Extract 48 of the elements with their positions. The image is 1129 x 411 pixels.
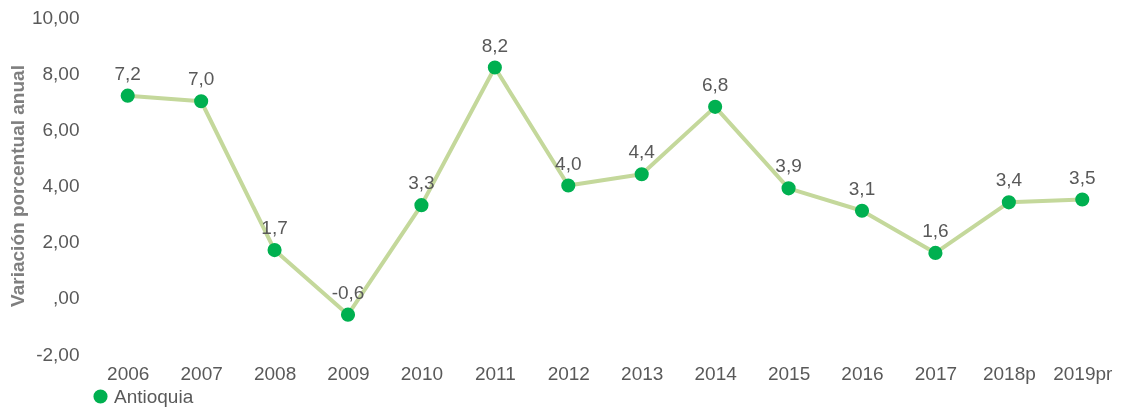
x-tick-label: 2011 xyxy=(474,362,516,384)
data-label: 3,5 xyxy=(1069,166,1096,188)
x-tick-label: 2015 xyxy=(767,362,811,384)
y-tick-label: 4,00 xyxy=(42,175,80,196)
x-tick-label: 2017 xyxy=(914,362,958,384)
x-tick-label: 2008 xyxy=(253,362,297,384)
data-label: 3,4 xyxy=(995,169,1023,191)
data-label: 8,2 xyxy=(481,34,509,56)
x-tick-label: 2009 xyxy=(327,362,370,384)
point xyxy=(487,60,502,75)
y-axis-title: Variación porcentual anual xyxy=(6,65,28,307)
point xyxy=(267,243,282,258)
x-tick-label: 2012 xyxy=(547,362,590,384)
data-label: 4,0 xyxy=(555,152,582,174)
data-label: 3,9 xyxy=(775,155,802,177)
data-label: 7,0 xyxy=(187,68,215,90)
x-tick-label: 2013 xyxy=(621,362,664,384)
data-label: 1,6 xyxy=(922,219,949,241)
data-label: 3,1 xyxy=(848,177,876,199)
x-tick-label: 2016 xyxy=(841,362,884,384)
data-label: 6,8 xyxy=(701,73,729,95)
point xyxy=(194,94,209,109)
x-tick-label: 2018p xyxy=(982,362,1036,384)
data-label: 4,4 xyxy=(628,141,656,163)
y-tick-label: 8,00 xyxy=(42,62,80,84)
point xyxy=(1075,192,1090,207)
y-tick-label: 6,00 xyxy=(42,118,80,140)
x-tick-label: 2006 xyxy=(107,362,150,384)
y-tick-label: 2,00 xyxy=(42,231,80,253)
x-tick-label: 2007 xyxy=(180,362,223,384)
point xyxy=(708,99,723,114)
y-tick-label: -2,00 xyxy=(36,343,80,365)
y-tick-label: 10,00 xyxy=(31,6,80,28)
point xyxy=(854,203,870,218)
legend-label: Antioquia xyxy=(114,385,194,407)
point xyxy=(414,198,429,213)
y-tick-label: ,00 xyxy=(53,287,80,309)
point xyxy=(928,245,943,260)
point xyxy=(120,88,135,103)
point xyxy=(781,181,796,196)
x-tick-label: 2019pr xyxy=(1053,362,1114,384)
point xyxy=(1001,195,1016,210)
x-tick-label: 2014 xyxy=(694,362,738,384)
point xyxy=(340,307,356,322)
data-label: 7,2 xyxy=(114,62,141,84)
point xyxy=(561,178,576,193)
x-tick-label: 2010 xyxy=(400,362,444,384)
point xyxy=(634,167,649,182)
